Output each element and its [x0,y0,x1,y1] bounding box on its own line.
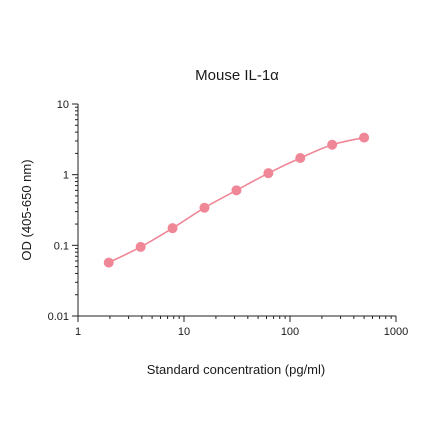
x-tick-label: 1000 [384,326,408,338]
x-tick-label: 100 [281,326,299,338]
y-tick-label: 1 [63,170,69,182]
data-point [135,241,146,252]
chart-title: Mouse IL-1α [195,67,279,84]
axis-tick-labels: 1 10 100 1000 0.01 0.1 1 10 [48,99,409,338]
data-point [199,202,210,213]
data-point [167,223,178,234]
y-tick-label: 0.01 [48,311,69,323]
x-axis-label: Standard concentration (pg/ml) [147,362,325,377]
y-tick-label: 0.1 [54,240,69,252]
data-series [103,132,370,268]
data-point [327,139,338,150]
x-tick-label: 1 [75,326,81,338]
y-axis-label: OD (405-650 nm) [19,159,34,260]
axis-ticks [72,103,397,322]
data-point [263,168,274,179]
y-tick-label: 10 [57,99,69,111]
series-line [108,136,365,264]
data-point [359,132,370,143]
x-tick-label: 10 [178,326,190,338]
data-point [231,185,242,196]
data-point [295,153,306,164]
data-point [103,257,114,268]
